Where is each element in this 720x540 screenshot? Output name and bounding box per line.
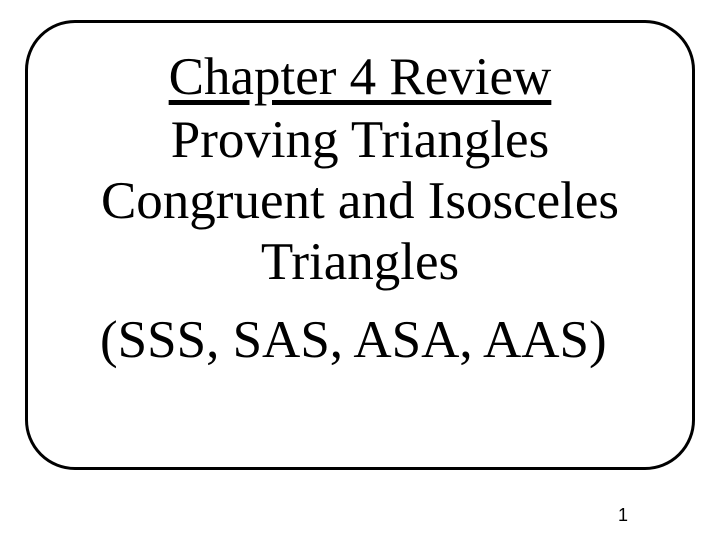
- slide-methods: (SSS, SAS, ASA, AAS): [0, 311, 720, 369]
- page-number: 1: [618, 505, 628, 526]
- slide-content: Chapter 4 Review Proving Triangles Congr…: [0, 48, 720, 369]
- slide-subtitle: Proving Triangles Congruent and Isoscele…: [0, 110, 720, 293]
- slide-title: Chapter 4 Review: [0, 48, 720, 106]
